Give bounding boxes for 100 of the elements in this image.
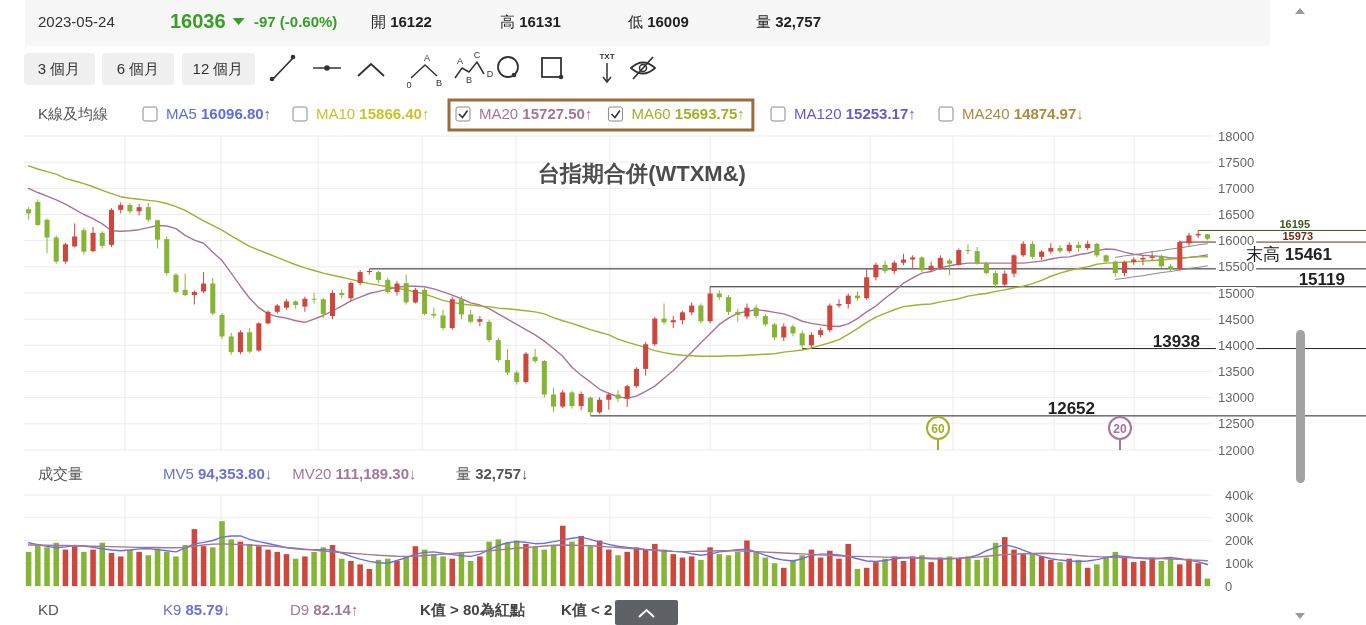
bar (394, 560, 400, 586)
bar (108, 553, 115, 586)
bar (467, 560, 474, 586)
bar (900, 560, 907, 586)
bar (1048, 559, 1054, 586)
bar (569, 541, 575, 586)
bar (403, 556, 409, 586)
bar (955, 558, 962, 586)
bar (781, 567, 787, 586)
text: B (465, 75, 473, 85)
bar (182, 545, 188, 586)
bar (716, 554, 723, 586)
text: 量 32,757↓ (456, 465, 529, 482)
text: KD (38, 601, 59, 618)
bar (578, 535, 584, 586)
ref-line-label: 15973 (1282, 230, 1313, 243)
text: 0 (406, 80, 412, 90)
bar (1020, 554, 1026, 586)
y-tick-label: 18000 (1218, 128, 1255, 144)
line-series (1114, 265, 1208, 280)
bar (707, 547, 713, 586)
y-tick-label: 300k (1225, 510, 1254, 526)
y-tick-label: 100k (1225, 555, 1254, 571)
text: MA20 15727.50↑ (479, 105, 593, 122)
text: MA240 14874.97↓ (962, 105, 1084, 122)
bar (1177, 564, 1183, 586)
text: 台指期合併(WTXM&) (538, 161, 746, 186)
y-tick-label: 400k (1225, 487, 1254, 503)
bar (790, 559, 796, 586)
annotation: 20 (1113, 421, 1127, 436)
bar (71, 546, 78, 586)
bar (698, 559, 704, 586)
bar (44, 547, 50, 586)
bar (127, 549, 133, 586)
bar (974, 559, 980, 586)
text: 2023-05-24 (38, 13, 115, 30)
bar (799, 555, 805, 586)
bar (274, 551, 281, 586)
bar (219, 521, 225, 586)
line-series (27, 187, 1209, 399)
annotation: 60 (931, 421, 945, 436)
bar (670, 554, 677, 586)
y-tick-label: 17500 (1218, 154, 1255, 170)
y-tick-label: 13500 (1218, 364, 1255, 379)
bar (200, 546, 207, 586)
legend-title: 成交量 (38, 465, 83, 482)
y-tick-label: 14000 (1218, 337, 1255, 353)
bar (385, 558, 391, 586)
y-tick-label: 16000 (1218, 233, 1255, 249)
bar (1130, 562, 1137, 586)
bar (661, 549, 667, 586)
bar (486, 541, 492, 586)
y-tick-label: 12500 (1218, 416, 1255, 432)
bar (1158, 560, 1165, 586)
bar (771, 563, 778, 586)
bar (53, 542, 59, 586)
ref-line-label: 12652 (1047, 398, 1095, 418)
bar (431, 554, 437, 586)
text: MA120 15253.17↑ (794, 105, 916, 122)
bar (348, 560, 354, 586)
text: 高 16131 (500, 13, 561, 30)
ref-line-label: 16195 (1279, 218, 1310, 231)
text: K9 85.79↓ (163, 601, 231, 618)
y-tick-label: 16500 (1218, 207, 1255, 222)
bar (606, 549, 612, 586)
bar (311, 551, 317, 586)
bar (256, 546, 262, 586)
bar (25, 551, 32, 586)
bar (366, 568, 373, 586)
bar (228, 539, 234, 586)
bar (523, 543, 529, 586)
bar (642, 549, 649, 586)
bar (210, 547, 216, 586)
bar (1186, 558, 1192, 586)
line-series (1114, 243, 1208, 258)
bar (173, 556, 179, 586)
bar (753, 551, 759, 586)
bar (1066, 558, 1073, 586)
text: MA10 15866.40↑ (316, 105, 430, 122)
bar (827, 550, 833, 586)
legend-title: K線及均線 (38, 105, 109, 122)
text: K值 > 80為紅點 (420, 601, 525, 618)
text: 3 個月 (37, 60, 81, 77)
bar (90, 549, 96, 586)
y-tick-label: 12000 (1218, 442, 1255, 458)
bar (1140, 560, 1146, 586)
text: C (473, 50, 481, 60)
text: TXT (599, 52, 615, 61)
bar (440, 556, 446, 586)
bar (81, 551, 87, 586)
bar (136, 551, 142, 586)
bar (532, 546, 538, 586)
bar (1094, 564, 1100, 586)
bar (624, 551, 630, 586)
text: 開 16122 (371, 13, 432, 30)
text: MA5 16096.80↑ (166, 105, 272, 122)
bar (1195, 563, 1201, 586)
bar (163, 551, 170, 586)
bar (283, 554, 290, 586)
bar (1002, 537, 1008, 586)
